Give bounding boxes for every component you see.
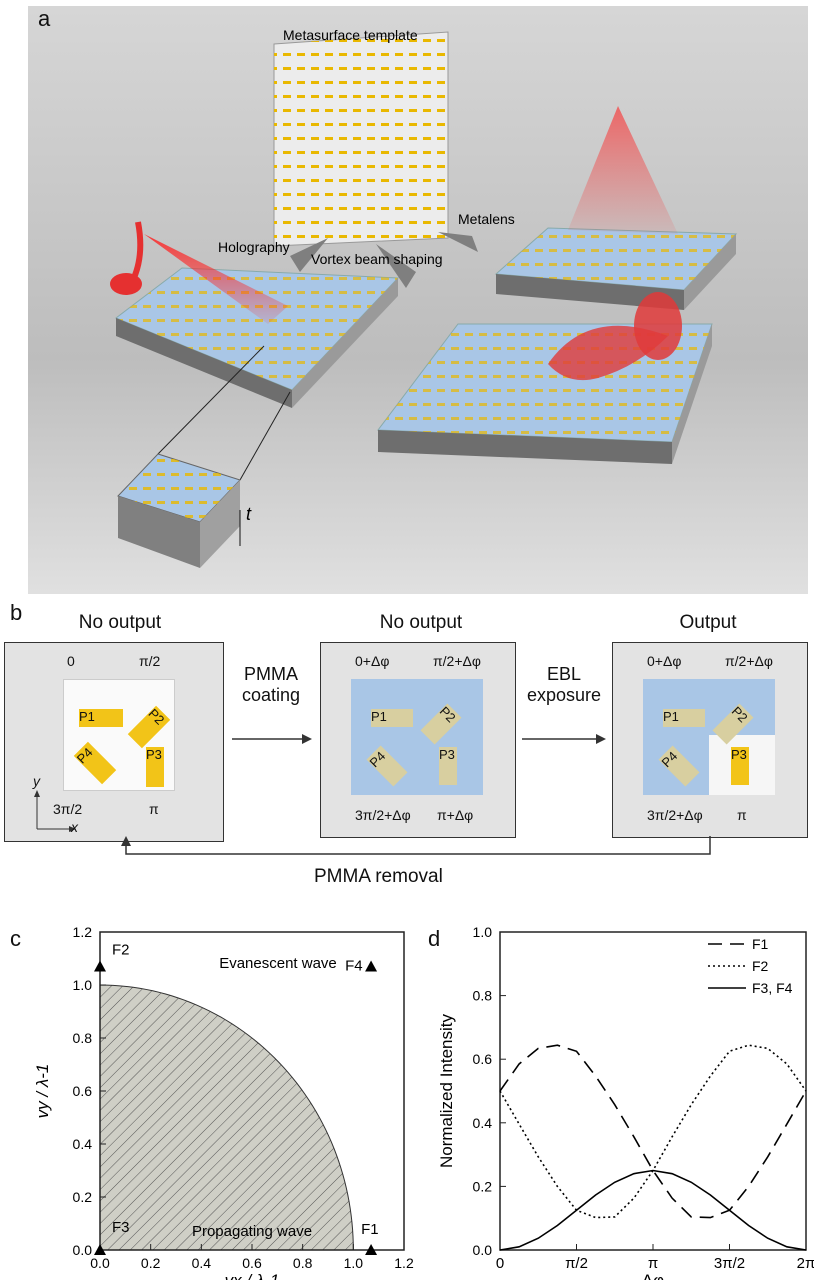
metalens-label: Metalens: [458, 211, 515, 227]
x-tick-label: 1.2: [394, 1255, 414, 1271]
legend-label-1: F1: [752, 936, 769, 952]
propagating-region: [99, 984, 354, 1251]
series-line-1: [499, 1044, 807, 1219]
panel-c-chart: 0.0 0.2 0.4 0.6 0.8 1.0 1.2 0.0 0.2 0.4 0.6 0.8 1.0 1…: [33, 924, 414, 1280]
x-tick-label: π/2: [565, 1255, 588, 1272]
region-label-evanescent: Evanescent wave: [219, 955, 337, 972]
point-label-f2: F2: [112, 941, 130, 958]
panel-a-illustration: Metasurface template Holography Vortex b…: [28, 6, 808, 594]
loop-arrow: [121, 836, 711, 855]
state1-title: No output: [78, 612, 162, 633]
legend-label-3: F3, F4: [752, 980, 793, 996]
holography-label: Holography: [218, 239, 290, 255]
series-line-3: [499, 1169, 807, 1251]
y-tick-label: 0.2: [73, 1189, 93, 1205]
point-f3: [94, 1244, 106, 1255]
holography-plate: [110, 221, 400, 408]
panel-d-letter: d: [428, 926, 441, 951]
state2-box: 0+Δφ π/2+Δφ 3π/2+Δφ π+Δφ P1 P2 P4 P3: [320, 642, 516, 838]
point-f4: [365, 960, 378, 972]
x-tick-label: 1.0: [344, 1255, 364, 1271]
panel-c-letter: c: [10, 926, 21, 951]
y-tick-label: 0.8: [473, 988, 493, 1004]
template-plate: [273, 31, 449, 247]
y-tick-label: 0.6: [73, 1083, 93, 1099]
axis-y-label: y: [33, 773, 40, 789]
region-label-propagating: Propagating wave: [192, 1223, 312, 1240]
state1-box: 0 π/2 3π/2 π P1 P2 P4 P3 y x: [4, 642, 224, 842]
y-tick-label: 0.4: [73, 1136, 93, 1152]
x-tick-label: 0.4: [192, 1255, 212, 1271]
x-tick-label: 0.8: [293, 1255, 313, 1271]
axis-x-label: x: [71, 819, 78, 835]
step1-arrow: [232, 734, 312, 744]
xy-axes-icon: [34, 790, 76, 832]
x-tick-label: 0.2: [141, 1255, 161, 1271]
x-axis-label: vx / λ-1: [225, 1271, 280, 1280]
y-tick-label: 1.0: [473, 924, 493, 940]
x-axis-label: Δφ: [642, 1271, 664, 1280]
state3-box: 0+Δφ π/2+Δφ 3π/2+Δφ π P1 P2 P4 P3: [612, 642, 808, 838]
state3-title: Output: [679, 612, 737, 633]
y-axis-label: vy / λ-1: [33, 1064, 52, 1119]
y-tick-label: 0.0: [73, 1242, 93, 1258]
panel-d-chart: 0 π/2 π 3π/2 2π 0.0 0.2 0.4 0.6 0.8 1.0 F1 F2 F3, F4 Δ…: [437, 924, 814, 1280]
y-tick-label: 1.2: [73, 924, 93, 940]
vortex-label: Vortex beam shaping: [311, 251, 443, 267]
point-f1: [365, 1244, 378, 1255]
y-tick-label: 0.4: [473, 1115, 493, 1131]
panel-b-letter: b: [10, 600, 23, 625]
metalens-plate: [494, 106, 738, 310]
y-axis-label: Normalized Intensity: [437, 1014, 456, 1169]
y-tick-label: 1.0: [73, 977, 93, 993]
y-tick-label: 0.2: [473, 1178, 493, 1194]
pixel-p1: P1: [79, 709, 123, 727]
step2-label: EBL exposure: [526, 664, 602, 705]
template-label: Metasurface template: [283, 27, 418, 43]
x-tick-label: 0.6: [242, 1255, 262, 1271]
point-label-f4: F4: [345, 957, 363, 974]
step1-label: PMMA coating: [241, 664, 301, 705]
x-tick-label: π: [648, 1255, 658, 1272]
point-label-f3: F3: [112, 1219, 130, 1236]
panel-a-letter: a: [38, 6, 51, 31]
x-tick-label: 0: [496, 1255, 504, 1272]
y-tick-label: 0.8: [73, 1030, 93, 1046]
x-tick-label: 2π: [797, 1255, 814, 1272]
point-f2: [94, 960, 106, 972]
y-tick-label: 0.0: [473, 1242, 493, 1258]
metasurface-scene: Metasurface template Holography Vortex b…: [110, 27, 738, 568]
step2-arrow: [522, 734, 606, 744]
y-tick-label: 0.6: [473, 1051, 493, 1067]
loop-label: PMMA removal: [314, 866, 443, 887]
legend-label-2: F2: [752, 958, 769, 974]
pixel-p3: P3: [146, 747, 164, 787]
vortex-plate: [377, 292, 713, 464]
series-line-2: [499, 1044, 807, 1219]
zoom-inset: [117, 345, 291, 568]
x-tick-label: 3π/2: [714, 1255, 745, 1272]
point-label-f1: F1: [361, 1221, 379, 1238]
state2-title: No output: [379, 612, 463, 633]
x-tick-label: 0.0: [90, 1255, 110, 1271]
thickness-label: t: [246, 504, 252, 524]
